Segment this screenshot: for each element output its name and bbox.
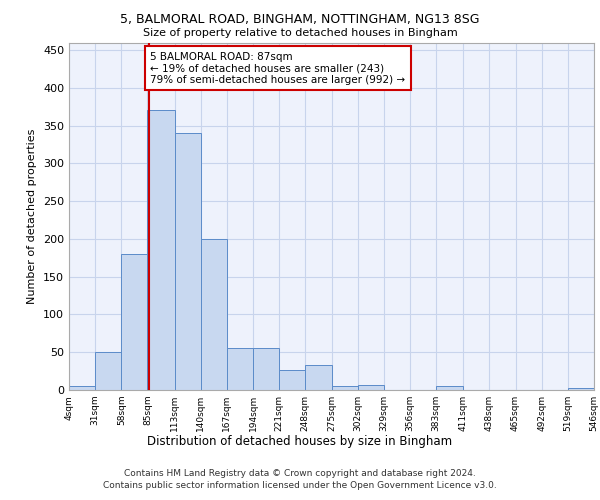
Bar <box>279 370 305 390</box>
Bar <box>305 365 331 390</box>
Bar <box>331 386 358 390</box>
Bar <box>201 239 227 390</box>
Text: Size of property relative to detached houses in Bingham: Size of property relative to detached ho… <box>143 28 457 38</box>
Bar <box>121 254 148 390</box>
Bar <box>175 133 201 390</box>
Bar <box>148 110 175 390</box>
Bar <box>227 348 253 390</box>
Bar <box>568 388 594 390</box>
Text: Contains HM Land Registry data © Crown copyright and database right 2024.: Contains HM Land Registry data © Crown c… <box>124 468 476 477</box>
Y-axis label: Number of detached properties: Number of detached properties <box>28 128 37 304</box>
Bar <box>253 348 279 390</box>
Bar <box>95 352 121 390</box>
Bar <box>69 386 95 390</box>
Text: 5 BALMORAL ROAD: 87sqm
← 19% of detached houses are smaller (243)
79% of semi-de: 5 BALMORAL ROAD: 87sqm ← 19% of detached… <box>151 52 406 85</box>
Bar <box>358 386 384 390</box>
Bar <box>436 386 463 390</box>
Text: 5, BALMORAL ROAD, BINGHAM, NOTTINGHAM, NG13 8SG: 5, BALMORAL ROAD, BINGHAM, NOTTINGHAM, N… <box>120 12 480 26</box>
Text: Contains public sector information licensed under the Open Government Licence v3: Contains public sector information licen… <box>103 481 497 490</box>
Text: Distribution of detached houses by size in Bingham: Distribution of detached houses by size … <box>148 434 452 448</box>
